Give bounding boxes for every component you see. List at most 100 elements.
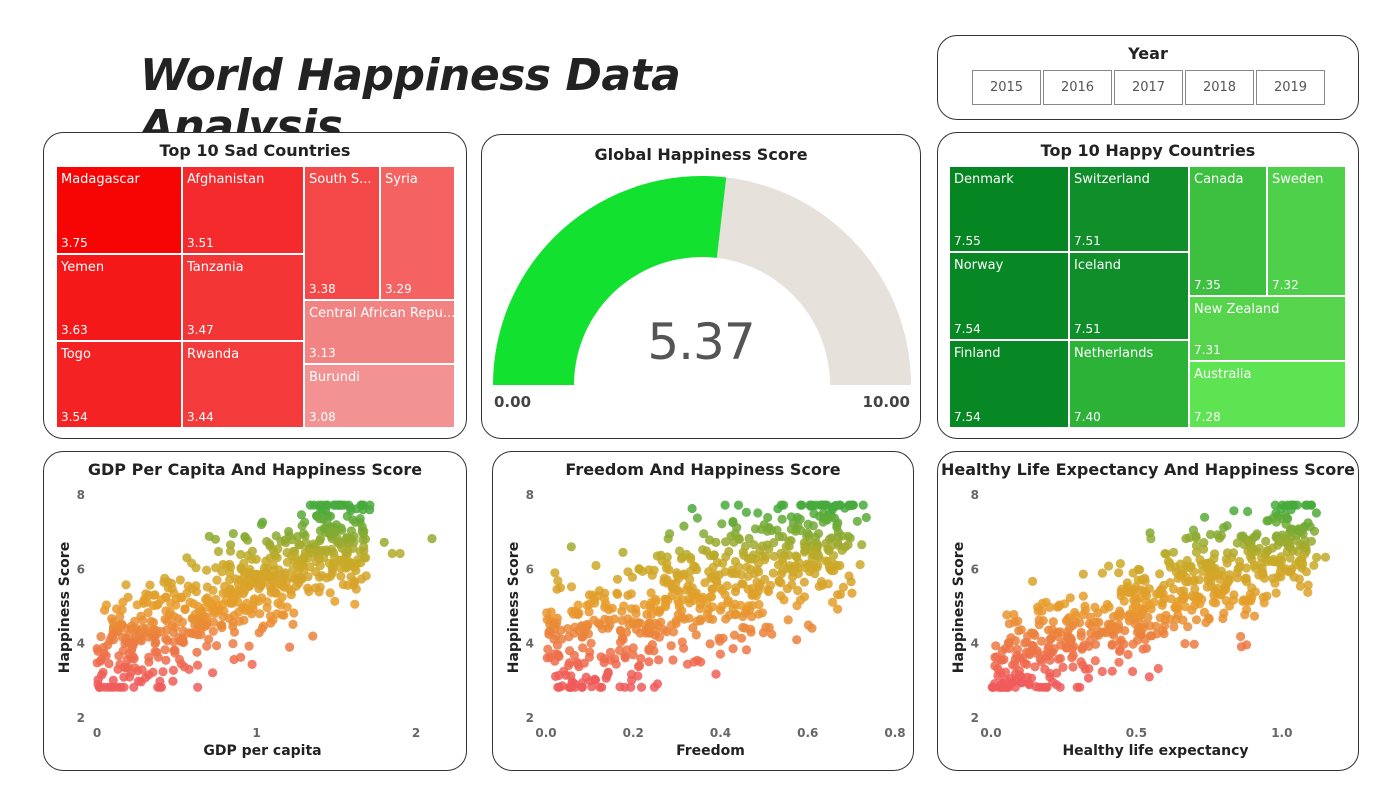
scatter-point	[1191, 547, 1201, 557]
scatter-point	[349, 531, 359, 541]
y-axis-label: Happiness Score	[57, 542, 73, 673]
scatter-point	[1209, 590, 1219, 600]
scatter-point	[578, 643, 588, 653]
scatter-point	[175, 575, 185, 585]
scatter-point	[285, 642, 295, 652]
y-tick-label: 4	[77, 637, 85, 651]
scatter-point	[187, 558, 197, 568]
scatter-point	[1078, 569, 1088, 579]
happy-country-tile-value: 7.54	[954, 322, 981, 336]
happy-country-tile[interactable]: Sweden 7.32	[1267, 166, 1346, 296]
scatter-point	[565, 646, 575, 656]
scatter-point	[691, 630, 701, 640]
scatter-point	[553, 650, 563, 660]
scatter-point	[150, 647, 160, 657]
year-button-2016[interactable]: 2016	[1043, 70, 1112, 105]
scatter-point	[753, 508, 763, 518]
happy-country-tile[interactable]: New Zealand 7.31	[1189, 296, 1346, 361]
scatter-point	[1155, 569, 1165, 579]
scatter-point	[258, 621, 268, 631]
happy-country-tile[interactable]: Australia 7.28	[1189, 361, 1346, 428]
scatter-point	[605, 655, 616, 665]
happy-country-tile[interactable]: Norway 7.54	[949, 252, 1069, 340]
scatter-point	[291, 581, 301, 591]
scatter-point	[144, 670, 154, 680]
scatter-point	[1179, 586, 1189, 596]
sad-country-tile-name: Madagascar	[61, 172, 140, 187]
scatter-point	[733, 500, 744, 510]
sad-country-tile-value: 3.47	[187, 323, 214, 337]
scatter-point	[711, 669, 721, 679]
sad-country-tile[interactable]: Yemen 3.63	[56, 254, 182, 341]
happy-country-tile[interactable]: Finland 7.54	[949, 340, 1069, 428]
scatter-point	[180, 604, 190, 615]
scatter-point	[992, 652, 1002, 662]
scatter-point	[1097, 568, 1107, 578]
x-tick-label: 1	[252, 726, 260, 740]
sad-country-tile-value: 3.29	[385, 282, 412, 296]
year-button-2015[interactable]: 2015	[972, 70, 1041, 105]
happy-country-tile[interactable]: Denmark 7.55	[949, 166, 1069, 252]
scatter-point	[297, 521, 307, 531]
scatter-point	[666, 579, 677, 589]
happy-country-tile[interactable]: Iceland 7.51	[1069, 252, 1189, 340]
scatter-point	[122, 655, 132, 665]
scatter-point	[1079, 640, 1089, 650]
scatter-point	[202, 641, 212, 651]
scatter-point	[768, 568, 778, 578]
scatter-point	[1209, 554, 1219, 564]
scatter-point	[244, 641, 254, 651]
scatter-point	[551, 631, 561, 641]
scatter-point	[755, 545, 765, 555]
sad-country-tile[interactable]: Central African Repu... 3.13	[304, 300, 455, 364]
happy-country-tile[interactable]: Switzerland 7.51	[1069, 166, 1189, 252]
sad-country-tile[interactable]: Afghanistan 3.51	[182, 166, 304, 254]
scatter-point	[1056, 640, 1066, 650]
scatter-point	[1189, 639, 1199, 649]
sad-country-tile-value: 3.63	[61, 323, 88, 337]
scatter-point	[356, 574, 367, 584]
year-button-2019[interactable]: 2019	[1256, 70, 1325, 105]
scatter-point	[679, 570, 689, 580]
scatter-point	[210, 534, 221, 544]
happy-country-tile[interactable]: Netherlands 7.40	[1069, 340, 1189, 428]
scatter-point	[1309, 526, 1320, 536]
scatter-point	[787, 580, 797, 590]
scatter-point	[1160, 621, 1170, 631]
scatter-point	[1010, 682, 1020, 692]
year-button-2018[interactable]: 2018	[1185, 70, 1254, 105]
scatter-point	[708, 572, 718, 582]
scatter-point	[844, 571, 854, 581]
scatter-point	[777, 514, 787, 524]
scatter-point	[697, 594, 707, 604]
sad-country-tile[interactable]: Rwanda 3.44	[182, 341, 304, 428]
scatter-point	[315, 554, 325, 564]
scatter-point	[191, 581, 201, 591]
year-button-2017[interactable]: 2017	[1114, 70, 1183, 105]
scatter-point	[138, 615, 148, 625]
scatter-point	[647, 640, 657, 650]
scatter-point	[1140, 634, 1150, 645]
scatter-point	[239, 558, 249, 568]
sad-country-tile[interactable]: Togo 3.54	[56, 341, 182, 428]
scatter-point	[573, 610, 583, 620]
scatter-point	[666, 641, 676, 651]
scatter-point	[271, 531, 281, 541]
scatter-point	[1309, 560, 1319, 570]
scatter-point	[109, 682, 119, 692]
scatter-point	[566, 542, 576, 552]
scatter-point	[1243, 506, 1253, 517]
scatter-point	[577, 678, 587, 688]
happy-country-tile[interactable]: Canada 7.35	[1189, 166, 1267, 296]
scatter-point	[1181, 577, 1191, 587]
scatter-point	[1320, 552, 1331, 562]
sad-country-tile[interactable]: South S... 3.38	[304, 166, 380, 300]
scatter-point	[315, 534, 326, 544]
sad-country-tile[interactable]: Madagascar 3.75	[56, 166, 182, 254]
scatter-point	[727, 565, 737, 575]
sad-country-tile[interactable]: Tanzania 3.47	[182, 254, 304, 341]
scatter-point	[584, 590, 594, 600]
scatter-point	[1152, 629, 1162, 639]
sad-country-tile[interactable]: Burundi 3.08	[304, 364, 455, 428]
sad-country-tile[interactable]: Syria 3.29	[380, 166, 455, 300]
